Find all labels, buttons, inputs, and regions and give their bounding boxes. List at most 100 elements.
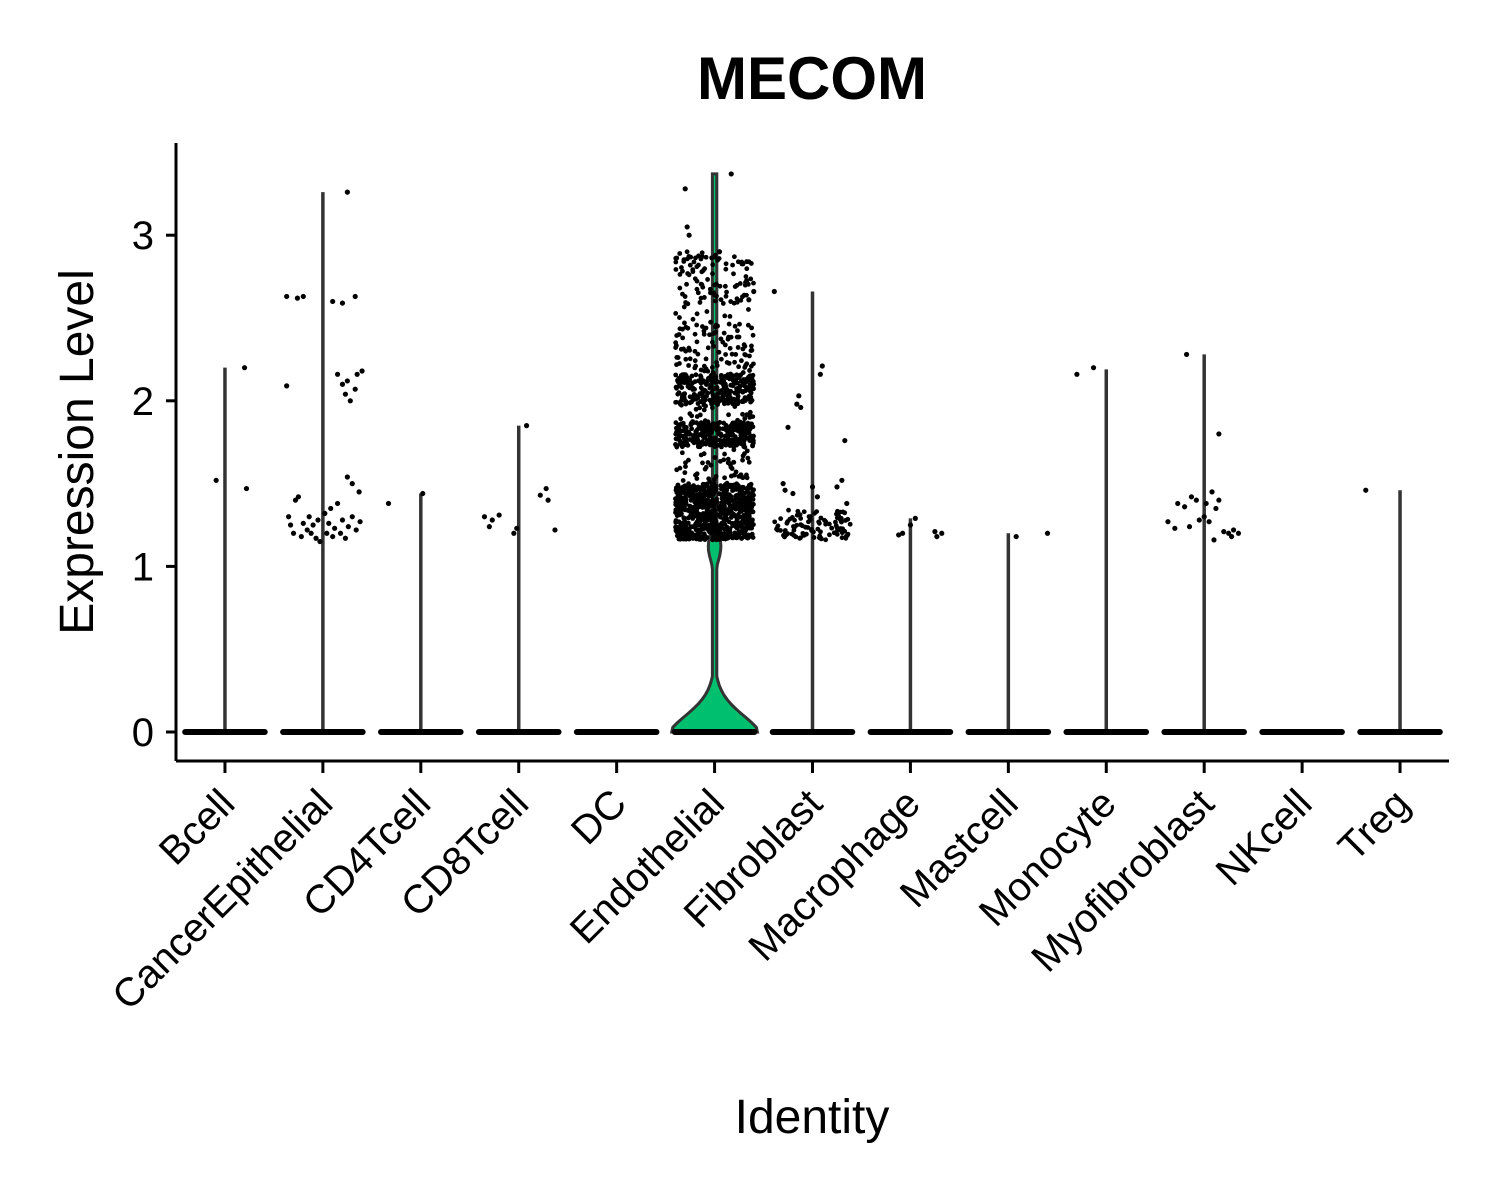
data-point [679, 402, 684, 408]
data-point [715, 257, 721, 263]
x-category-label: NKcell [1208, 781, 1321, 894]
data-point [720, 301, 726, 306]
data-point [688, 254, 694, 260]
data-point [740, 346, 746, 352]
data-point [697, 529, 703, 535]
data-point [699, 442, 705, 447]
zero-band-mark [769, 729, 856, 735]
data-point [744, 475, 750, 481]
data-point [728, 508, 734, 514]
data-point [733, 493, 739, 499]
data-point [310, 522, 316, 528]
data-point [695, 401, 701, 406]
data-point [1013, 533, 1019, 540]
data-point [728, 371, 733, 377]
zero-band-mark [475, 729, 562, 735]
data-point [697, 412, 703, 418]
data-point [697, 300, 703, 305]
data-point [675, 355, 681, 360]
data-point [710, 271, 715, 277]
data-point [689, 426, 695, 432]
data-point [698, 432, 704, 438]
data-point [743, 388, 749, 394]
data-point [678, 527, 684, 532]
data-point [1193, 497, 1199, 503]
data-point [1203, 500, 1209, 507]
data-point [747, 353, 752, 359]
data-point [718, 510, 724, 516]
data-point [843, 533, 849, 539]
data-point [686, 363, 692, 368]
data-point [742, 416, 748, 421]
zero-point-band [182, 729, 268, 735]
data-point [1216, 497, 1222, 503]
data-point [1183, 351, 1190, 358]
data-point [1186, 524, 1193, 530]
data-point [680, 268, 685, 274]
data-point [1090, 365, 1097, 371]
data-point [683, 356, 689, 362]
data-point [694, 505, 700, 511]
data-point [727, 314, 733, 319]
data-point [317, 538, 323, 545]
data-point [357, 519, 363, 525]
data-point [731, 497, 737, 503]
data-point [844, 500, 850, 507]
data-point [705, 419, 711, 425]
data-point [798, 516, 804, 521]
data-point [709, 503, 715, 509]
data-point [685, 384, 691, 389]
data-point [313, 535, 319, 541]
data-point [786, 507, 791, 513]
data-point [714, 293, 719, 299]
data-point [747, 409, 753, 415]
data-point [677, 272, 683, 277]
x-category-label: DC [563, 781, 635, 853]
data-point [676, 435, 682, 441]
data-point [698, 367, 704, 373]
data-point [746, 482, 752, 488]
data-point [680, 291, 685, 297]
data-point [749, 343, 754, 349]
data-point [674, 255, 680, 261]
data-point [740, 411, 745, 417]
data-point [731, 444, 736, 449]
data-point [740, 457, 745, 463]
data-point [837, 509, 843, 515]
data-point [847, 521, 853, 527]
data-point [674, 501, 680, 507]
data-point [1211, 537, 1217, 543]
data-point [710, 516, 716, 522]
data-point [803, 524, 808, 530]
data-point [681, 397, 687, 403]
data-point [736, 440, 742, 446]
data-point [721, 517, 727, 523]
data-point [687, 262, 693, 268]
y-tick-label: 2 [132, 380, 154, 424]
data-point [829, 525, 835, 531]
data-point [344, 189, 350, 195]
data-point [345, 524, 351, 530]
data-point [690, 316, 696, 322]
data-point [839, 477, 845, 483]
data-point [674, 498, 680, 503]
zero-band-mark [573, 729, 660, 735]
data-point [486, 524, 492, 530]
data-point [692, 331, 698, 337]
data-point [1221, 529, 1227, 535]
data-point [722, 283, 728, 289]
data-point [352, 386, 358, 392]
data-point [284, 383, 290, 389]
data-point [742, 490, 748, 496]
data-point [741, 426, 746, 432]
data-point [675, 529, 681, 535]
data-point [707, 332, 712, 338]
data-point [819, 363, 825, 369]
data-point [1230, 527, 1237, 533]
data-point [690, 269, 696, 275]
data-point [243, 485, 250, 492]
data-point [692, 348, 698, 354]
data-point [734, 535, 740, 540]
data-point [716, 249, 723, 255]
